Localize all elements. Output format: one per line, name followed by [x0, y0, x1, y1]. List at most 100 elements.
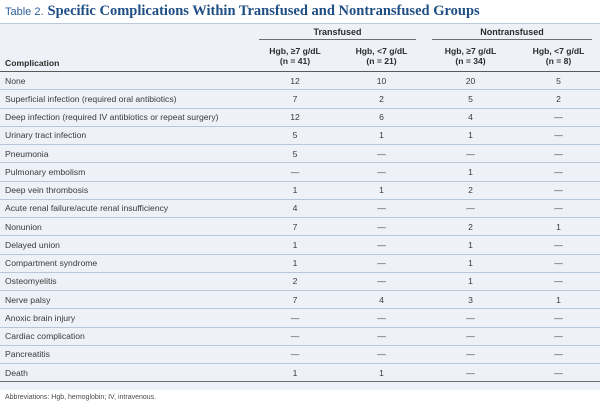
column-header-nontransfused-hgb-low: Hgb, <7 g/dL (n = 8)	[517, 40, 600, 72]
column-header-transfused-hgb-high: Hgb, ≥7 g/dL (n = 41)	[251, 40, 339, 72]
table-cell: 4	[424, 108, 518, 127]
table-row: Acute renal failure/acute renal insuffic…	[0, 199, 600, 219]
table-cell: 1	[251, 254, 339, 273]
complication-name: Pneumonia	[0, 144, 251, 164]
table-row: Anoxic brain injury — — — —	[0, 308, 600, 328]
table-cell: —	[517, 272, 600, 292]
table-cell: 1	[251, 235, 339, 255]
complication-name: Nonunion	[0, 217, 251, 237]
table-cell: 1	[517, 290, 600, 310]
table-cell: —	[251, 345, 339, 365]
table-cell: 5	[251, 126, 339, 146]
group-header-row: Transfused Nontransfused	[0, 24, 600, 40]
table-panel: Transfused Nontransfused Complication Hg…	[0, 24, 600, 390]
table-cell: 6	[339, 108, 425, 127]
table-label: Table 2.	[5, 5, 44, 18]
complication-name: Acute renal failure/acute renal insuffic…	[0, 199, 251, 219]
table-row: Urinary tract infection 5 1 1—	[0, 126, 600, 146]
table-row: Delayed union 1—1—	[0, 235, 600, 255]
complication-name: Compartment syndrome	[0, 254, 251, 273]
table-cell: —	[424, 363, 518, 383]
complication-name: None	[0, 71, 251, 91]
table-cell: 12	[251, 71, 339, 91]
table-cell: —	[517, 181, 600, 200]
table-cell: 2	[517, 89, 600, 109]
table-cell: 1	[424, 272, 518, 292]
table-cell: 2	[424, 217, 518, 237]
complication-name: Death	[0, 363, 251, 383]
column-header-transfused-hgb-low: Hgb, <7 g/dL (n = 21)	[339, 40, 425, 72]
table-cell: 1	[339, 363, 425, 383]
table-cell: —	[517, 363, 600, 383]
table-cell: —	[339, 272, 425, 292]
table-row: Pneumonia 5— — —	[0, 144, 600, 164]
table-footnote: Abbreviations: Hgb, hemoglobin; IV, intr…	[5, 394, 157, 401]
table-row: None 12 10 20 5	[0, 71, 600, 91]
table-cell: 12	[251, 108, 339, 127]
complication-name: Urinary tract infection	[0, 126, 251, 146]
table-cell: 1	[517, 217, 600, 237]
table-cell: 7	[251, 217, 339, 237]
table-title: Specific Complications Within Transfused…	[47, 3, 480, 19]
table-cell: —	[339, 327, 425, 346]
table-cell: —	[251, 308, 339, 328]
complication-name: Cardiac complication	[0, 327, 251, 346]
table-cell: 5	[251, 144, 339, 164]
complication-name: Nerve palsy	[0, 290, 251, 310]
column-header-nontransfused-hgb-high: Hgb, ≥7 g/dL (n = 34)	[424, 40, 518, 72]
group-header-nontransfused: Nontransfused	[424, 24, 600, 40]
table-cell: —	[517, 308, 600, 328]
table-cell: —	[517, 126, 600, 146]
table-cell: 2	[251, 272, 339, 292]
table-cell: —	[424, 327, 518, 346]
table-cell: 7	[251, 290, 339, 310]
complication-name: Anoxic brain injury	[0, 308, 251, 328]
table-cell: 10	[339, 71, 425, 91]
table-cell: —	[424, 199, 518, 219]
table-row: Deep infection (required IV antibiotics …	[0, 108, 600, 127]
complication-name: Osteomyelitis	[0, 272, 251, 292]
table-row: Pulmonary embolism — —1—	[0, 162, 600, 182]
table-cell: 3	[424, 290, 518, 310]
table-cell: —	[517, 108, 600, 127]
table-row: Osteomyelitis 2—1—	[0, 272, 600, 292]
table-cell: 4	[339, 290, 425, 310]
table-cell: 7	[251, 89, 339, 109]
table-cell: 1	[251, 363, 339, 383]
group-header-blank	[0, 24, 251, 40]
table-cell: —	[517, 162, 600, 182]
table-cell: —	[517, 235, 600, 255]
table-cell: —	[424, 144, 518, 164]
table-row: Nonunion 7—2 1	[0, 217, 600, 237]
table-row: Compartment syndrome 1—1—	[0, 254, 600, 273]
table-cell: 5	[424, 89, 518, 109]
table-body: None 12 10 20 5 Superficial infection (requir…	[0, 71, 600, 383]
table-row: Superficial infection (required oral ant…	[0, 89, 600, 109]
table-cell: 2	[339, 89, 425, 109]
table-cell: —	[424, 308, 518, 328]
table-cell: 1	[339, 181, 425, 200]
table-cell: —	[339, 345, 425, 365]
table-cell: —	[517, 199, 600, 219]
complication-name: Superficial infection (required oral ant…	[0, 89, 251, 109]
table-cell: 1	[424, 254, 518, 273]
table-cell: —	[251, 162, 339, 182]
table-cell: —	[517, 345, 600, 365]
table-cell: —	[339, 235, 425, 255]
complication-name: Pulmonary embolism	[0, 162, 251, 182]
complication-name: Delayed union	[0, 235, 251, 255]
table-cell: —	[251, 327, 339, 346]
table-row: Nerve palsy 7 4 3 1	[0, 290, 600, 310]
table-cell: —	[339, 308, 425, 328]
complication-name: Deep vein thrombosis	[0, 181, 251, 200]
table-row: Death 1 1— —	[0, 363, 600, 383]
table-cell: —	[424, 345, 518, 365]
complication-name: Deep infection (required IV antibiotics …	[0, 108, 251, 127]
column-header-row: Complication Hgb, ≥7 g/dL (n = 41) Hgb, <…	[0, 40, 600, 72]
group-header-transfused: Transfused	[251, 24, 424, 40]
table-cell: 2	[424, 181, 518, 200]
table-cell: 1	[424, 235, 518, 255]
table-cell: —	[517, 144, 600, 164]
table-cell: 20	[424, 71, 518, 91]
table-title-bar: Table 2. Specific Complications Within T…	[0, 0, 600, 24]
